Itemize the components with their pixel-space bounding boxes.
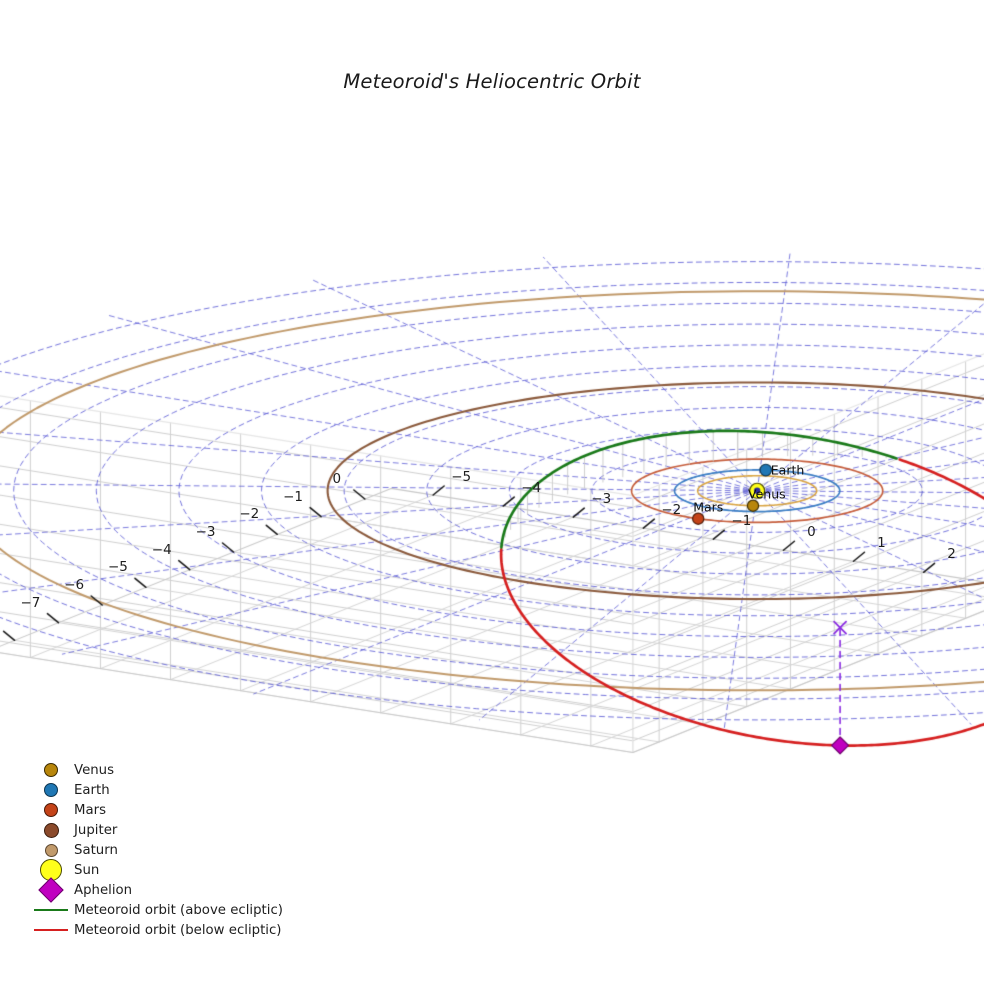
legend-item-label: Meteoroid orbit (below ecliptic) [74,922,282,938]
legend-item-label: Sun [74,862,100,878]
legend-item-mars[interactable]: Mars [28,800,283,820]
legend-dot-icon [43,822,59,838]
legend-dot-icon [44,803,58,817]
legend-marker-icon [28,822,74,838]
body-label-mars: Mars [693,499,724,515]
y-axis-tick-label: −2 [661,502,682,519]
legend-item-label: Aphelion [74,882,133,898]
legend-line-swatch [34,929,68,931]
legend-marker-icon [28,877,74,903]
legend-item-venus[interactable]: Venus [28,760,283,780]
legend-item-aphelion[interactable]: Aphelion [28,877,283,903]
x-axis-tick-label: −7 [20,594,41,611]
y-axis-tick-label: −1 [731,513,752,530]
x-axis-tick-label: −1 [283,488,304,505]
legend-item-earth[interactable]: Earth [28,780,283,800]
legend-item-label: Meteoroid orbit (above ecliptic) [74,902,283,918]
legend-line-icon [28,909,74,911]
legend-marker-icon [28,763,74,777]
page-title: Meteoroid's Heliocentric Orbit [343,70,641,93]
legend-item-label: Venus [74,762,115,778]
y-axis-tick-label: −4 [521,480,542,497]
legend: Venus Earth Mars Jupiter Saturn Sun Aphelion Me… [28,760,283,940]
legend-item-label: Jupiter [74,822,118,838]
legend-line-icon [28,929,74,931]
legend-item-label: Saturn [74,842,118,858]
y-axis-tick-label: 1 [877,535,886,552]
x-axis-tick-label: −5 [108,559,128,576]
x-axis-tick-label: −4 [151,541,172,558]
legend-item-meteoroid-orbit-below-ecliptic[interactable]: Meteoroid orbit (below ecliptic) [28,920,283,940]
legend-item-sun[interactable]: Sun [28,859,283,881]
legend-dot-icon [44,763,58,777]
legend-marker-icon [28,843,74,857]
legend-dot-icon [44,843,58,857]
x-axis-tick-label: 0 [332,470,342,487]
legend-item-jupiter[interactable]: Jupiter [28,820,283,840]
legend-marker-icon [28,803,74,817]
legend-item-meteoroid-orbit-above-ecliptic[interactable]: Meteoroid orbit (above ecliptic) [28,900,283,920]
x-axis-tick-label: −6 [64,576,85,593]
x-axis-tick-label: −2 [239,506,260,523]
legend-item-label: Mars [74,802,107,818]
y-axis-tick-label: 0 [807,524,816,541]
legend-line-swatch [34,909,68,911]
legend-item-label: Earth [74,782,110,798]
legend-marker-icon [28,783,74,797]
legend-item-saturn[interactable]: Saturn [28,840,283,860]
body-label-earth: Earth [770,462,805,478]
legend-dot-icon [44,783,58,797]
legend-diamond-icon [38,877,64,903]
y-axis-tick-label: −3 [591,491,612,508]
y-axis-tick-label: 2 [947,546,956,563]
y-axis-tick-label: −5 [451,469,472,486]
x-axis-tick-label: −3 [195,523,216,540]
body-label-venus: Venus [748,486,786,502]
